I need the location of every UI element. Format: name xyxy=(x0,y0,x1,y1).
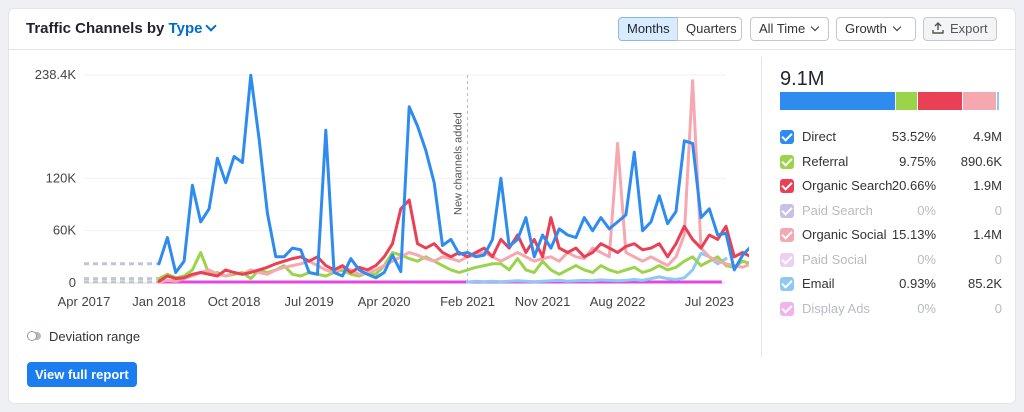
series-line-direct xyxy=(157,73,749,280)
chevron-down-icon xyxy=(892,22,902,32)
x-tick-label: Jan 2018 xyxy=(132,294,186,309)
legend-item[interactable]: Paid Search 0% 0 xyxy=(780,203,1002,228)
legend-percent: 15.13% xyxy=(891,227,936,242)
y-tick-label: 120K xyxy=(46,170,77,185)
legend-name: Display Ads xyxy=(802,300,870,316)
checkbox-icon[interactable] xyxy=(780,130,794,144)
legend-name: Organic Social xyxy=(802,227,887,242)
legend-value: 0 xyxy=(994,202,1002,218)
series-line-organic-social xyxy=(157,79,749,284)
share-segment xyxy=(997,92,999,110)
period-label: All Time xyxy=(759,21,806,36)
checkbox-icon[interactable] xyxy=(780,301,794,316)
x-tick-label: Jul 2019 xyxy=(285,294,334,309)
card-header: Traffic Channels by Type Months Quarters… xyxy=(9,9,1015,50)
export-icon xyxy=(932,22,944,34)
legend-name: Paid Social xyxy=(802,251,868,267)
legend-item[interactable]: Paid Social 0% 0 xyxy=(780,252,1002,277)
legend-percent: 20.66% xyxy=(891,178,936,193)
checkbox-icon[interactable] xyxy=(780,179,794,193)
legend-item[interactable]: Referral 9.75% 890.6K xyxy=(780,154,1002,179)
share-segment xyxy=(963,92,996,110)
x-tick-label: Apr 2017 xyxy=(58,294,111,309)
checkbox-icon[interactable] xyxy=(780,277,794,291)
share-segment xyxy=(918,92,963,110)
channel-share-bar xyxy=(780,92,1000,110)
legend-value: 890.6K xyxy=(960,153,1002,169)
channel-legend: Direct 53.52% 4.9M Referral 9.75% 890.6K Organ… xyxy=(780,129,1002,325)
quarters-button[interactable]: Quarters xyxy=(677,17,742,41)
legend-value: 1.4M xyxy=(973,227,1002,242)
legend-percent: 0% xyxy=(917,251,936,267)
y-tick-label: 238.4K xyxy=(35,67,77,82)
toggle-switch[interactable] xyxy=(27,331,41,341)
chevron-down-icon xyxy=(810,22,820,32)
legend-percent: 53.52% xyxy=(891,129,936,144)
share-segment xyxy=(780,92,896,110)
legend-item[interactable]: Organic Social 15.13% 1.4M xyxy=(780,227,1002,252)
legend-percent: 0.93% xyxy=(899,276,936,291)
export-button[interactable]: Export xyxy=(923,17,997,41)
x-tick-label: Jul 2023 xyxy=(685,294,734,309)
traffic-chart[interactable]: 238.4K 120K 60K 0 Apr 2017 Jan 2018 Oct 2018 Ju… xyxy=(9,57,749,357)
checkbox-icon[interactable] xyxy=(780,228,794,242)
legend-name: Direct xyxy=(802,129,836,144)
deviation-label: Deviation range xyxy=(49,329,141,344)
series-line-organic-search xyxy=(157,198,749,283)
x-tick-label: Aug 2022 xyxy=(590,294,646,309)
checkbox-icon[interactable] xyxy=(780,203,794,218)
legend-value: 0 xyxy=(994,300,1002,316)
share-segment xyxy=(896,92,918,110)
legend-name: Email xyxy=(802,276,835,291)
legend-value: 4.9M xyxy=(973,129,1002,144)
x-tick-label: Nov 2021 xyxy=(515,294,571,309)
checkbox-icon[interactable] xyxy=(780,154,794,169)
y-tick-label: 60K xyxy=(53,223,76,238)
legend-item[interactable]: Direct 53.52% 4.9M xyxy=(780,129,1002,154)
checkbox-icon[interactable] xyxy=(780,252,794,267)
x-tick-label: Feb 2021 xyxy=(440,294,495,309)
traffic-channels-card: Traffic Channels by Type Months Quarters… xyxy=(8,8,1016,404)
type-label: Type xyxy=(168,20,203,37)
legend-value: 1.9M xyxy=(973,178,1002,193)
annotation-label: New channels added xyxy=(453,112,465,215)
legend-name: Referral xyxy=(802,153,849,169)
legend-name: Organic Search xyxy=(802,178,893,193)
x-tick-label: Oct 2018 xyxy=(208,294,261,309)
legend-item[interactable]: Email 0.93% 85.2K xyxy=(780,276,1002,301)
y-tick-label: 0 xyxy=(69,275,76,290)
legend-percent: 9.75% xyxy=(899,153,936,169)
months-button[interactable]: Months xyxy=(618,17,678,41)
summary-panel: 9.1M Direct 53.52% 4.9M Referral 9.75% 890.6K… xyxy=(761,57,1012,357)
deviation-range-toggle[interactable]: Deviation range xyxy=(27,329,140,344)
legend-percent: 0% xyxy=(917,300,936,316)
widget-title: Traffic Channels by Type xyxy=(26,20,218,37)
chevron-down-icon xyxy=(205,20,218,32)
view-full-report-button[interactable]: View full report xyxy=(27,362,137,387)
legend-value: 85.2K xyxy=(968,276,1002,291)
x-tick-label: Apr 2020 xyxy=(358,294,411,309)
total-traffic: 9.1M xyxy=(780,68,825,90)
title-prefix: Traffic Channels by xyxy=(26,20,165,37)
period-dropdown[interactable]: All Time xyxy=(750,17,829,41)
series-line-email xyxy=(466,251,728,284)
legend-value: 0 xyxy=(994,251,1002,267)
legend-item[interactable]: Display Ads 0% 0 xyxy=(780,301,1002,326)
legend-percent: 0% xyxy=(917,202,936,218)
metric-dropdown[interactable]: Growth xyxy=(836,17,916,41)
type-dropdown[interactable]: Type xyxy=(168,20,218,37)
metric-label: Growth xyxy=(845,21,887,36)
export-label: Export xyxy=(950,21,988,36)
legend-item[interactable]: Organic Search 20.66% 1.9M xyxy=(780,178,1002,203)
legend-name: Paid Search xyxy=(802,202,873,218)
